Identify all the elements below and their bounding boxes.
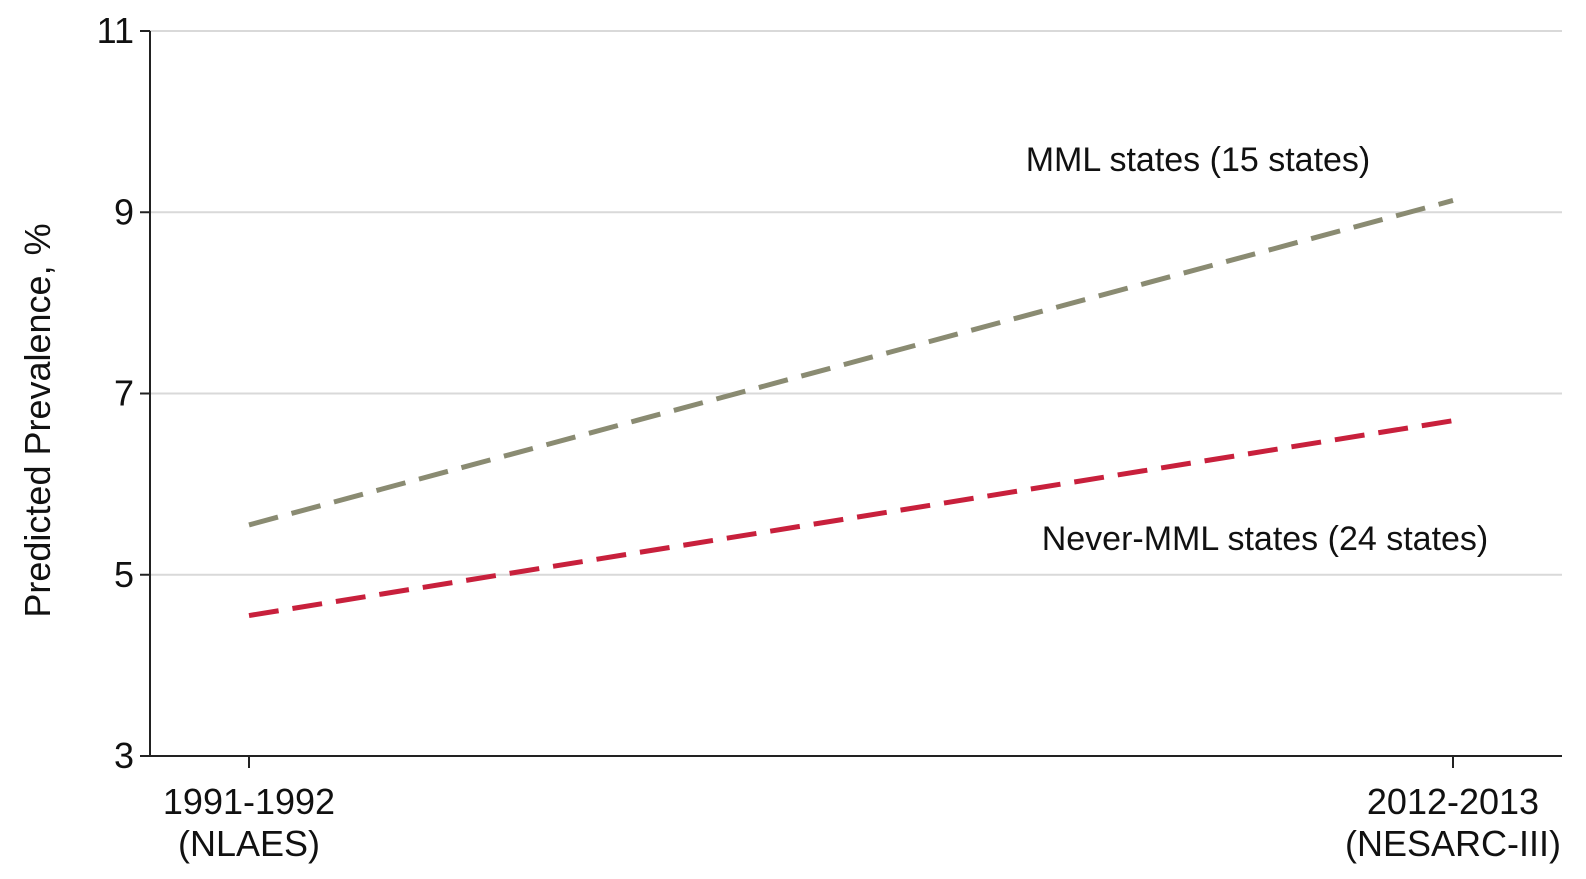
y-axis-title: Predicted Prevalence, % <box>17 223 58 617</box>
axes: 3 5 7 9 11 1991-1992(NLAES) 2012-2013(NESARC-I… <box>97 10 1562 864</box>
series-line-1 <box>248 418 1454 618</box>
y-tick-label: 3 <box>114 735 134 776</box>
y-tick-label: 11 <box>97 10 134 51</box>
x-tick-label: (NLAES) <box>178 823 320 864</box>
y-tick-label: 9 <box>114 191 134 232</box>
x-tick-label: 2012-2013 <box>1367 781 1539 822</box>
gridlines <box>150 30 1562 576</box>
series-line-0 <box>248 198 1454 528</box>
y-tick-label: 5 <box>114 554 134 595</box>
x-tick-label: 1991-1992 <box>163 781 335 822</box>
y-tick-label: 7 <box>114 373 134 414</box>
series <box>248 198 1454 618</box>
labels: Predicted Prevalence, % MML states (15 st… <box>17 141 1488 618</box>
series-label-0: MML states (15 states) <box>1026 141 1371 179</box>
x-tick-label: (NESARC-III) <box>1345 823 1561 864</box>
series-label-1: Never-MML states (24 states) <box>1042 520 1489 558</box>
